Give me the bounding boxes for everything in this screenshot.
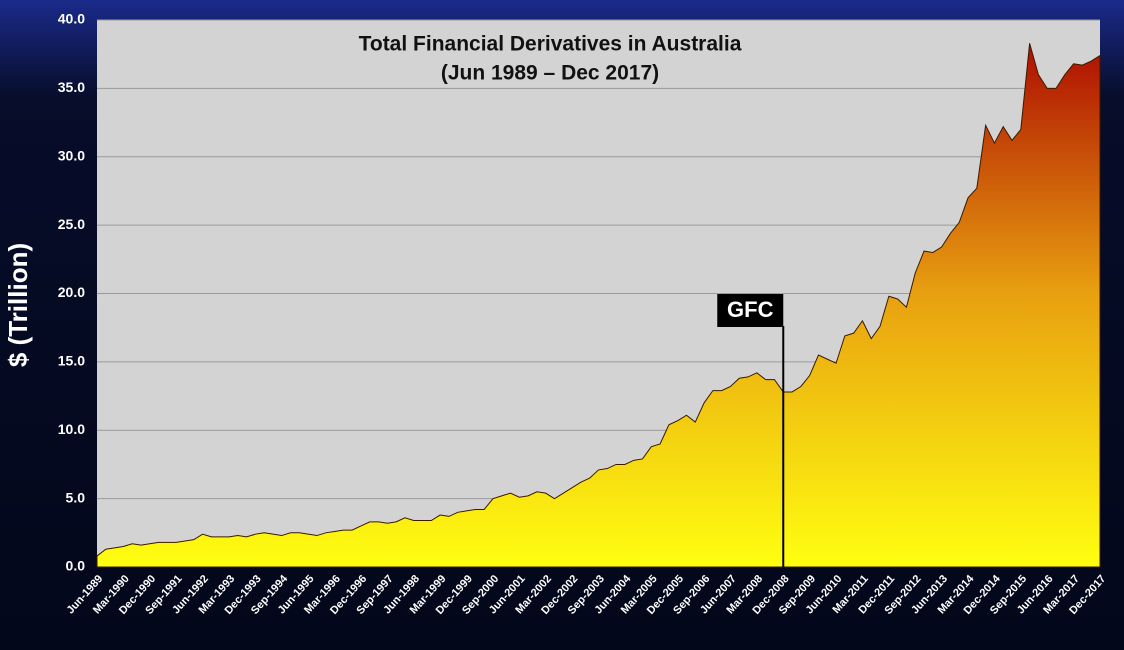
y-tick-label: 35.0	[58, 79, 85, 95]
chart-subtitle: (Jun 1989 – Dec 2017)	[441, 62, 659, 85]
y-axis-label: $ (Trillion)	[3, 243, 33, 367]
annotation-box	[717, 294, 784, 327]
annotation-text: GFC	[727, 297, 774, 322]
y-tick-label: 25.0	[58, 216, 85, 232]
chart-title: Total Financial Derivatives in Australia	[359, 33, 742, 56]
area	[96, 43, 1101, 568]
y-tick-label: 0.0	[66, 558, 86, 574]
y-tick-label: 40.0	[58, 11, 85, 27]
y-tick-label: 15.0	[58, 353, 85, 369]
y-tick-label: 30.0	[58, 147, 85, 163]
y-tick-label: 10.0	[58, 421, 85, 437]
y-tick-label: 20.0	[58, 284, 85, 300]
y-tick-label: 5.0	[66, 489, 86, 505]
